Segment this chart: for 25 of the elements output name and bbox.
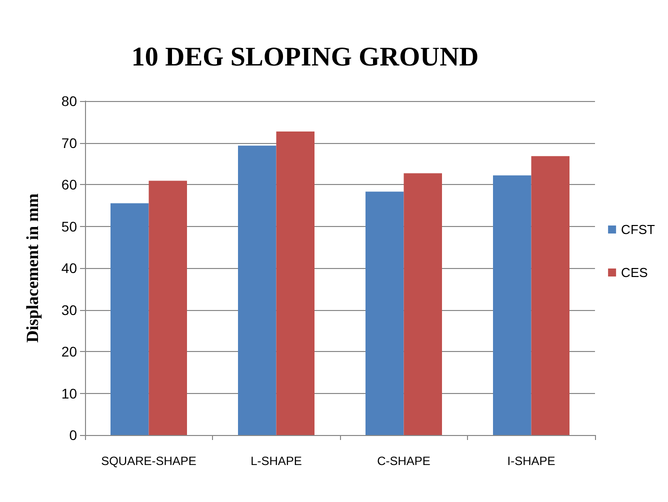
- bar: [276, 131, 314, 435]
- x-tick-label: L-SHAPE: [250, 454, 302, 468]
- x-tick-label: SQUARE-SHAPE: [101, 454, 196, 468]
- y-tick-label: 30: [61, 302, 78, 318]
- x-tick-label: I-SHAPE: [507, 454, 556, 468]
- bar: [110, 203, 149, 435]
- y-tick-label: 80: [61, 93, 78, 109]
- bar: [148, 180, 187, 435]
- y-axis-title: Displacement in mm: [23, 193, 42, 343]
- y-tick-label: 70: [61, 134, 78, 151]
- bar: [366, 192, 404, 435]
- legend-label: CES: [621, 265, 648, 280]
- y-tick-label: 50: [61, 218, 78, 234]
- y-tick-label: 0: [69, 427, 78, 443]
- bar: [404, 173, 442, 435]
- bar: [493, 175, 532, 435]
- bar: [238, 146, 276, 435]
- y-tick-label: 60: [61, 176, 78, 192]
- y-tick-label: 10: [61, 385, 78, 402]
- x-tick-label: C-SHAPE: [377, 454, 430, 468]
- bar: [531, 156, 570, 435]
- chart-title: 10 DEG SLOPING GROUND: [131, 42, 479, 72]
- y-tick-label: 40: [61, 260, 78, 276]
- y-tick-label: 20: [61, 344, 78, 360]
- legend-label: CFST: [621, 222, 656, 237]
